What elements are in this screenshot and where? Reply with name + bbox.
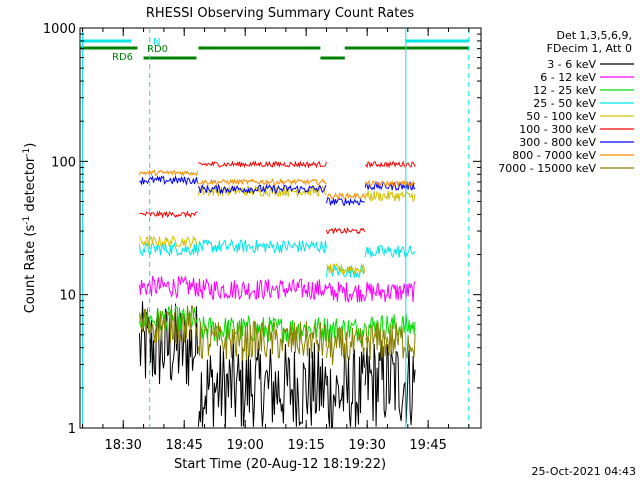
- legend-label: 12 - 25 keV: [533, 84, 596, 97]
- series-9-segment-3: [326, 327, 365, 368]
- y-axis-label-end: ): [23, 143, 38, 148]
- y-axis-label-mid: detector: [23, 156, 38, 216]
- series-9-segment-1: [139, 304, 198, 345]
- flag-label-rd0: RD0: [147, 44, 168, 55]
- legend-label: 800 - 7000 keV: [512, 149, 596, 162]
- x-tick-label: 19:30: [348, 438, 385, 453]
- series-6-segment-2: [198, 160, 327, 169]
- series-4-segment-1: [139, 241, 198, 257]
- series-5: [139, 184, 416, 276]
- x-tick-label: 18:45: [165, 438, 202, 453]
- legend-label: 300 - 800 keV: [519, 136, 596, 149]
- series-8-segment-1: [139, 169, 198, 178]
- series-6-segment-1: [139, 210, 198, 219]
- legend-header-1: Det 1,3,5,6,9,: [556, 29, 632, 42]
- series-9: [139, 304, 416, 368]
- series-1-segment-1: [139, 301, 198, 386]
- legend-header-2: FDecim 1, Att 0: [547, 42, 632, 55]
- x-tick-label: 19:00: [226, 438, 263, 453]
- series-6-segment-4: [364, 160, 416, 169]
- series-3-segment-3: [326, 318, 365, 344]
- y-tick-label: 100: [51, 155, 76, 170]
- marker-lines: [82, 28, 470, 428]
- x-tick-label: 18:30: [104, 438, 141, 453]
- series-2-segment-4: [364, 281, 416, 303]
- y-axis-label-sup: -1: [22, 216, 32, 225]
- timestamp: 25-Oct-2021 04:43: [532, 465, 636, 478]
- y-axis-label-sup2: -1: [22, 148, 32, 157]
- series-1-segment-4: [364, 340, 416, 427]
- legend-label: 3 - 6 keV: [547, 58, 596, 71]
- series-2-segment-2: [197, 278, 327, 301]
- series-7-segment-1: [139, 174, 198, 186]
- flag-label-n: N: [153, 37, 160, 48]
- series-2-segment-1: [139, 275, 198, 299]
- series-4-segment-3: [326, 263, 365, 278]
- series-8-segment-3: [326, 192, 365, 200]
- series-2: [139, 275, 416, 303]
- x-tick-label: 19:45: [409, 438, 446, 453]
- flag-label-rd6: RD6: [112, 52, 133, 63]
- series-8-segment-2: [198, 177, 327, 187]
- series-2-segment-3: [326, 281, 365, 303]
- series-4-segment-4: [364, 244, 416, 258]
- x-axis-label: Start Time (20-Aug-12 18:19:22): [174, 457, 386, 472]
- legend-label: 50 - 100 keV: [526, 110, 596, 123]
- series-4: [139, 238, 416, 278]
- series-5-segment-1: [139, 235, 198, 249]
- y-tick-label: 1000: [43, 22, 76, 37]
- x-tick-label: 19:15: [287, 438, 324, 453]
- series-1-segment-2: [197, 341, 327, 427]
- legend-label: 6 - 12 keV: [540, 71, 596, 84]
- series-8: [139, 169, 416, 200]
- legend-label: 7000 - 15000 keV: [498, 162, 596, 175]
- legend: Det 1,3,5,6,9, FDecim 1, Att 0 3 - 6 keV…: [498, 29, 634, 175]
- legend-label: 25 - 50 keV: [533, 97, 596, 110]
- series-9-segment-4: [364, 321, 416, 360]
- series-7-segment-4: [364, 181, 416, 191]
- series-lines: [139, 160, 416, 428]
- axes: 1 10 100 1000 18:30 18:45 19:00 19:15 19:30 19:45: [43, 22, 481, 453]
- y-axis-label-main: Count Rate (s: [23, 225, 38, 314]
- series-8-segment-4: [364, 179, 416, 188]
- legend-label: 100 - 300 keV: [519, 123, 596, 136]
- series-9-segment-2: [197, 320, 327, 361]
- chart-title: RHESSI Observing Summary Count Rates: [146, 6, 415, 21]
- y-tick-label: 1: [68, 422, 76, 437]
- series-6-segment-3: [326, 226, 365, 235]
- series-5-segment-4: [364, 190, 416, 203]
- series-7-segment-2: [197, 183, 327, 195]
- series-5-segment-3: [326, 262, 365, 276]
- plot-area: [79, 27, 482, 429]
- y-axis-label: Count Rate (s-1 detector-1): [22, 143, 38, 314]
- series-6: [139, 160, 416, 235]
- y-tick-label: 10: [59, 289, 76, 304]
- series-4-segment-2: [197, 238, 327, 255]
